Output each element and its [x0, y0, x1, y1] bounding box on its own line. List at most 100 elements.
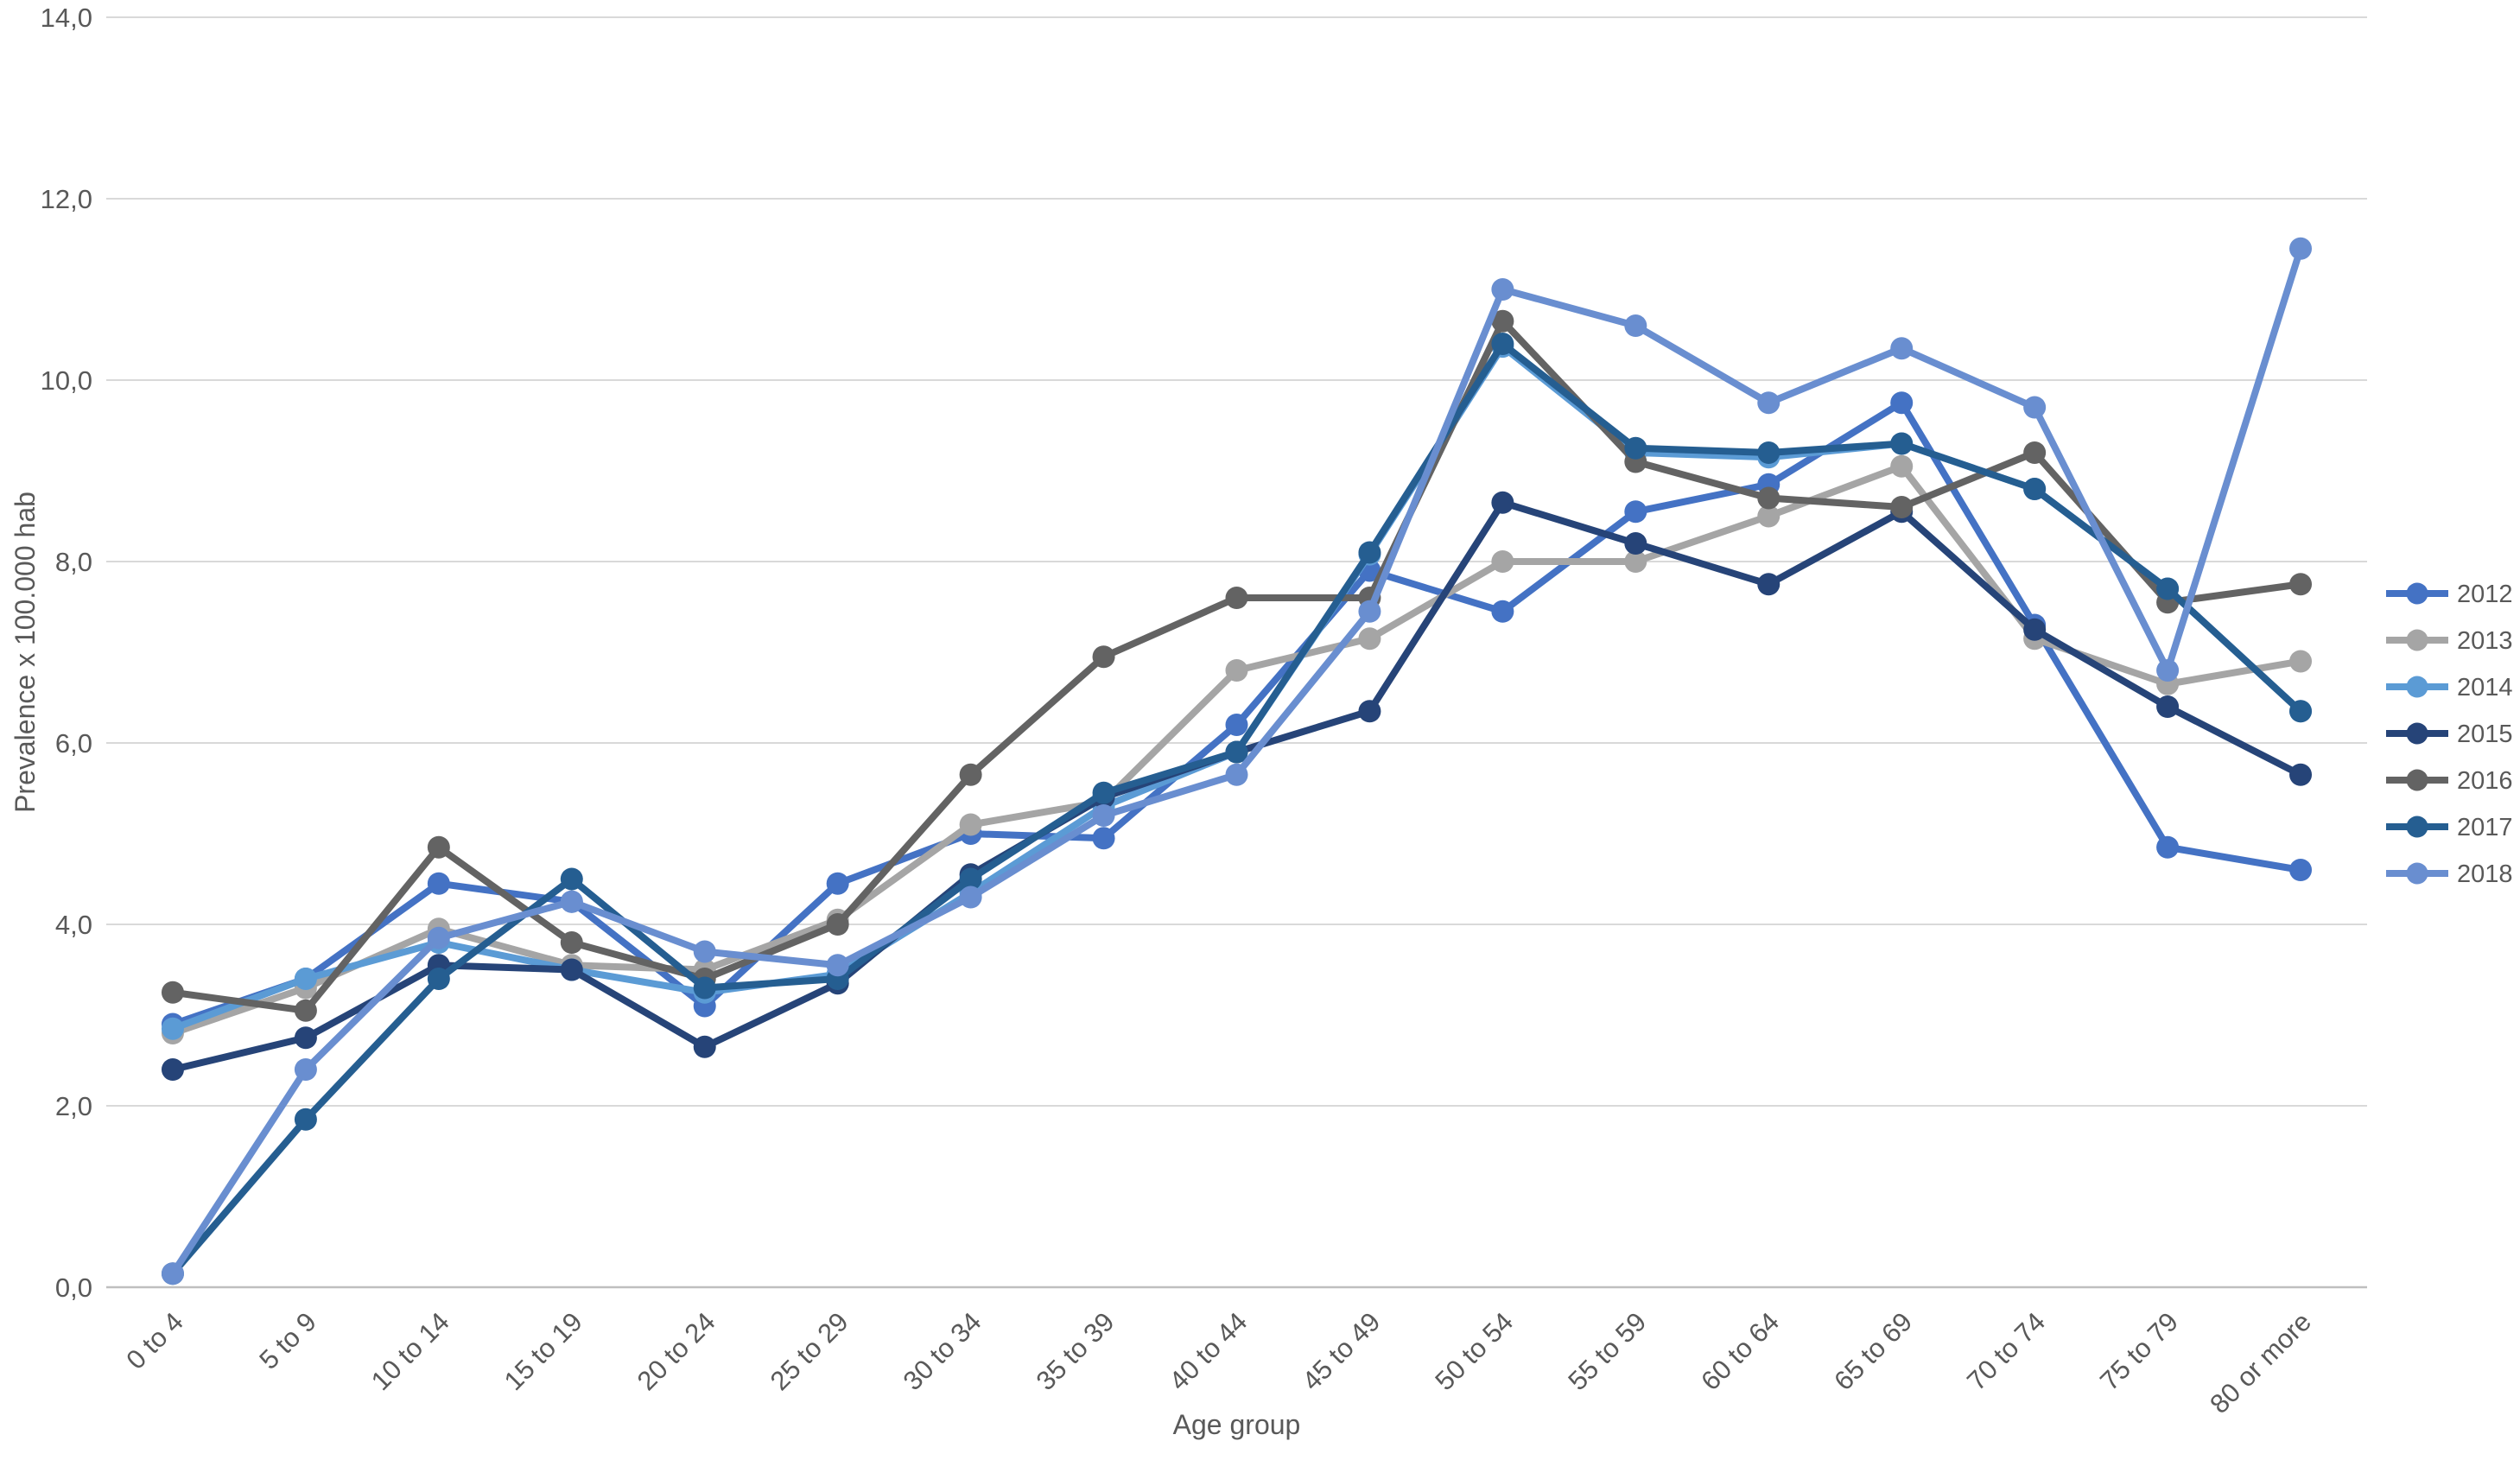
series-point-2012 — [826, 872, 849, 895]
series-point-2017 — [1890, 432, 1914, 455]
series-point-2017 — [427, 968, 450, 990]
series-point-2012 — [2156, 835, 2180, 859]
x-category-label: 75 to 79 — [2094, 1306, 2184, 1396]
legend-label: 2017 — [2457, 814, 2513, 841]
series-point-2017 — [560, 867, 583, 891]
legend-item-2014: 2014 — [2386, 674, 2513, 701]
series-point-2017 — [2156, 577, 2180, 600]
legend-item-2017: 2017 — [2386, 814, 2513, 841]
series-point-2015 — [161, 1058, 184, 1081]
legend-dot-icon — [2406, 676, 2428, 698]
series-point-2016 — [826, 913, 849, 936]
x-category-label: 0 to 4 — [120, 1306, 189, 1375]
x-category-label: 30 to 34 — [898, 1306, 987, 1396]
series-point-2017 — [294, 1108, 317, 1131]
legend-label: 2014 — [2457, 674, 2513, 701]
x-category-label: 80 or more — [2204, 1306, 2317, 1419]
series-point-2016 — [427, 835, 450, 859]
legend-item-2016: 2016 — [2386, 767, 2513, 795]
series-point-2015 — [2023, 618, 2047, 641]
series-point-2015 — [1491, 491, 1514, 514]
series-point-2012 — [1491, 600, 1514, 623]
y-tick-label: 4,0 — [55, 910, 92, 940]
series-point-2016 — [959, 763, 982, 786]
series-point-2012 — [1890, 391, 1914, 415]
series-point-2017 — [1491, 333, 1514, 355]
legend-label: 2018 — [2457, 860, 2513, 888]
legend-label: 2016 — [2457, 767, 2513, 795]
series-point-2017 — [2289, 700, 2313, 723]
legend-dot-icon — [2406, 722, 2428, 745]
x-category-label: 65 to 69 — [1828, 1306, 1918, 1396]
series-point-2017 — [1358, 541, 1381, 564]
x-category-label: 45 to 49 — [1296, 1306, 1386, 1396]
series-point-2017 — [2023, 478, 2047, 500]
series-point-2016 — [1225, 587, 1248, 609]
x-category-label: 5 to 9 — [253, 1306, 322, 1375]
series-point-2018 — [2023, 396, 2047, 419]
series-point-2018 — [2289, 237, 2313, 260]
series-point-2018 — [1358, 600, 1381, 623]
y-tick-label: 8,0 — [55, 547, 92, 577]
gridline-layer — [106, 16, 2367, 1289]
legend-dot-icon — [2406, 816, 2428, 838]
series-point-2013 — [1225, 659, 1248, 682]
series-point-2017 — [1225, 740, 1248, 764]
series-point-2018 — [826, 954, 849, 977]
series-line-2017 — [168, 340, 2305, 1278]
series-point-2018 — [560, 890, 583, 913]
series-point-2013 — [1890, 454, 1914, 478]
series-point-2016 — [560, 931, 583, 954]
x-category-label: 25 to 29 — [765, 1306, 854, 1396]
series-point-2018 — [2156, 659, 2180, 682]
x-axis-title: Age group — [1173, 1409, 1301, 1440]
series-line-2012 — [168, 399, 2305, 1028]
series-point-2016 — [161, 981, 184, 1004]
series-point-2017 — [693, 976, 716, 1000]
series-point-2018 — [161, 1262, 184, 1285]
series-point-2013 — [959, 813, 982, 836]
series-point-2018 — [1092, 804, 1115, 827]
series-point-2012 — [1624, 500, 1647, 524]
series-point-2017 — [1092, 781, 1115, 804]
series-point-2016 — [1757, 486, 1781, 510]
series-point-2015 — [2289, 763, 2313, 786]
series-point-2016 — [294, 999, 317, 1022]
y-tick-label: 2,0 — [55, 1091, 92, 1121]
series-point-2018 — [427, 926, 450, 949]
series-point-2018 — [1757, 391, 1781, 415]
series-point-2014 — [294, 968, 317, 990]
series-point-2012 — [2289, 859, 2313, 881]
legend-dot-icon — [2406, 769, 2428, 791]
series-point-2014 — [161, 1017, 184, 1040]
legend-label: 2015 — [2457, 720, 2513, 748]
y-axis-tick-labels: 0,0 2,0 4,0 6,0 8,0 10,0 12,0 14,0 — [41, 3, 92, 1303]
x-category-label: 50 to 54 — [1429, 1306, 1519, 1396]
series-point-2015 — [1358, 700, 1381, 723]
x-category-label: 15 to 19 — [498, 1306, 588, 1396]
series-point-2018 — [1890, 337, 1914, 360]
series-layer — [161, 237, 2313, 1285]
x-category-label: 40 to 44 — [1163, 1306, 1253, 1396]
x-axis-category-labels: 0 to 4 5 to 9 10 to 14 15 to 19 20 to 24 25 t… — [120, 1306, 2317, 1419]
series-point-2016 — [1890, 496, 1914, 518]
x-category-label: 20 to 24 — [632, 1306, 721, 1396]
series-point-2017 — [959, 867, 982, 891]
series-point-2018 — [1624, 314, 1647, 337]
series-point-2018 — [959, 886, 982, 909]
series-point-2017 — [1757, 441, 1781, 464]
legend-label: 2012 — [2457, 581, 2513, 608]
legend-label: 2013 — [2457, 627, 2513, 655]
series-point-2012 — [427, 872, 450, 895]
legend-item-2013: 2013 — [2386, 627, 2513, 655]
y-tick-label: 6,0 — [55, 728, 92, 759]
legend-dot-icon — [2406, 629, 2428, 651]
legend-dot-icon — [2406, 582, 2428, 605]
series-point-2018 — [1491, 278, 1514, 301]
x-category-label: 60 to 64 — [1695, 1306, 1785, 1396]
series-point-2015 — [693, 1035, 716, 1058]
x-category-label: 35 to 39 — [1031, 1306, 1120, 1396]
series-point-2013 — [1624, 550, 1647, 573]
x-category-label: 10 to 14 — [365, 1306, 455, 1396]
